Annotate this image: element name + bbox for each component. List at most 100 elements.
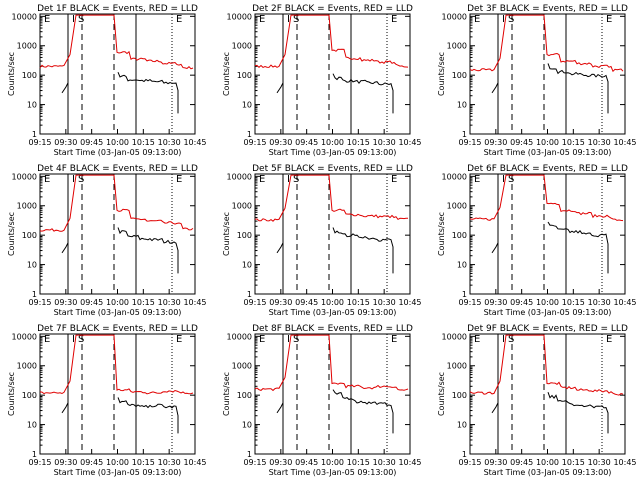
x-tick-label: 09:30: [269, 138, 292, 147]
marker-label-e: E: [474, 14, 480, 25]
marker-label-s: S: [508, 14, 514, 25]
events-series-line: [61, 397, 179, 434]
x-tick-label: 09:15: [243, 298, 266, 307]
y-axis-label: Counts/sec: [437, 212, 446, 256]
panel-title: Det 2F BLACK = Events, RED = LLD: [252, 4, 413, 14]
x-tick-label: 09:30: [54, 138, 77, 147]
y-axis-label: Counts/sec: [7, 52, 16, 96]
x-tick-label: 09:45: [80, 138, 103, 147]
x-tick-label: 10:15: [347, 138, 370, 147]
x-tick-label: 10:30: [588, 138, 611, 147]
y-tick-label: 1: [32, 130, 37, 139]
x-tick-label: 09:30: [54, 458, 77, 467]
y-tick-label: 1: [32, 290, 37, 299]
marker-label-i: I: [502, 334, 505, 345]
marker-label-e: E: [474, 334, 480, 345]
panel-title: Det 9F BLACK = Events, RED = LLD: [467, 324, 628, 334]
y-tick-label: 10000: [227, 332, 252, 341]
y-tick-label: 1: [462, 130, 467, 139]
x-tick-label: 09:45: [510, 458, 533, 467]
x-tick-label: 09:15: [28, 458, 51, 467]
y-tick-label: 10000: [227, 172, 252, 181]
x-tick-label: 10:30: [588, 458, 611, 467]
y-tick-label: 10000: [227, 12, 252, 21]
x-tick-label: 10:30: [158, 138, 181, 147]
x-tick-label: 09:15: [458, 298, 481, 307]
x-tick-label: 10:15: [132, 458, 155, 467]
events-series-line: [491, 392, 609, 434]
y-tick-label: 100: [22, 231, 37, 240]
marker-label-s: S: [293, 174, 299, 185]
y-tick-label: 100: [237, 391, 252, 400]
y-axis-label: Counts/sec: [437, 52, 446, 96]
x-tick-label: 10:00: [536, 138, 559, 147]
x-tick-label: 10:15: [347, 298, 370, 307]
lld-series-line: [39, 174, 194, 232]
x-tick-label: 09:45: [295, 138, 318, 147]
y-tick-label: 10000: [442, 332, 467, 341]
x-tick-label: 09:30: [269, 298, 292, 307]
panel-6: Det 6F BLACK = Events, RED = LLD 1 10 100 10…: [437, 164, 637, 317]
marker-label-e2: E: [606, 334, 612, 345]
marker-label-e2: E: [606, 174, 612, 185]
marker-label-i: I: [72, 14, 75, 25]
x-tick-label: 10:45: [183, 138, 206, 147]
marker-label-i: I: [287, 334, 290, 345]
x-tick-label: 09:15: [28, 298, 51, 307]
panel-title: Det 6F BLACK = Events, RED = LLD: [467, 164, 628, 174]
x-axis-label: Start Time (03-Jan-05 09:13:00): [484, 468, 612, 477]
x-axis-label: Start Time (03-Jan-05 09:13:00): [54, 468, 182, 477]
y-tick-label: 1000: [17, 202, 37, 211]
events-series-line: [276, 73, 394, 114]
panel-title: Det 7F BLACK = Events, RED = LLD: [37, 324, 198, 334]
x-tick-label: 10:15: [132, 298, 155, 307]
marker-label-e2: E: [176, 174, 182, 185]
x-axis-label: Start Time (03-Jan-05 09:13:00): [269, 148, 397, 157]
x-tick-label: 09:15: [243, 138, 266, 147]
x-tick-label: 10:30: [373, 298, 396, 307]
y-tick-label: 10: [457, 101, 467, 110]
marker-label-e2: E: [176, 334, 182, 345]
lld-series-line: [469, 174, 624, 222]
marker-label-s: S: [78, 334, 84, 345]
y-tick-label: 1000: [232, 202, 252, 211]
y-tick-label: 100: [22, 71, 37, 80]
y-tick-label: 1: [462, 450, 467, 459]
panel-2: Det 2F BLACK = Events, RED = LLD 1 10 100 10…: [222, 4, 422, 157]
y-axis-label: Counts/sec: [222, 212, 231, 256]
x-tick-label: 10:00: [106, 298, 129, 307]
y-tick-label: 10000: [442, 12, 467, 21]
marker-label-i: I: [72, 334, 75, 345]
x-tick-label: 10:45: [613, 298, 636, 307]
x-tick-label: 09:45: [295, 298, 318, 307]
panel-title: Det 4F BLACK = Events, RED = LLD: [37, 164, 198, 174]
marker-label-s: S: [508, 334, 514, 345]
y-tick-label: 10000: [12, 332, 37, 341]
x-tick-label: 09:45: [80, 298, 103, 307]
y-tick-label: 1: [247, 450, 252, 459]
panel-3: Det 3F BLACK = Events, RED = LLD 1 10 100 10…: [437, 4, 637, 157]
x-tick-label: 09:30: [484, 138, 507, 147]
marker-label-s: S: [293, 14, 299, 25]
marker-label-s: S: [78, 14, 84, 25]
y-tick-label: 1000: [232, 42, 252, 51]
y-tick-label: 10: [457, 261, 467, 270]
y-tick-label: 10000: [442, 172, 467, 181]
x-tick-label: 10:45: [398, 458, 421, 467]
y-tick-label: 10000: [12, 12, 37, 21]
marker-label-e: E: [259, 334, 265, 345]
x-tick-label: 10:15: [562, 458, 585, 467]
x-tick-label: 09:45: [295, 458, 318, 467]
y-axis-label: Counts/sec: [7, 372, 16, 416]
lld-series-line: [254, 334, 409, 392]
panel-title: Det 5F BLACK = Events, RED = LLD: [252, 164, 413, 174]
x-tick-label: 10:00: [536, 458, 559, 467]
y-tick-label: 1000: [17, 42, 37, 51]
x-tick-label: 10:45: [398, 298, 421, 307]
y-tick-label: 100: [452, 71, 467, 80]
marker-label-e: E: [44, 174, 50, 185]
panel-5: Det 5F BLACK = Events, RED = LLD 1 10 100 10…: [222, 164, 422, 317]
y-tick-label: 1000: [447, 42, 467, 51]
x-tick-label: 10:00: [321, 298, 344, 307]
x-tick-label: 09:45: [510, 298, 533, 307]
